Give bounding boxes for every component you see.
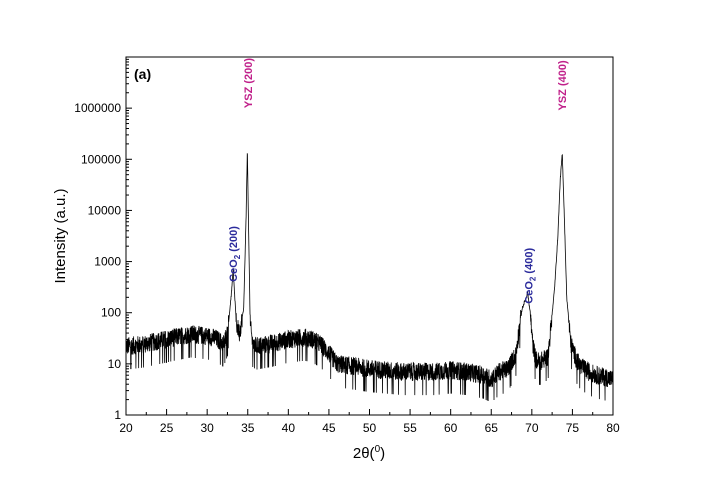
xrd-series-line	[125, 153, 614, 402]
y-tick-label: 10000	[88, 203, 122, 217]
x-tick-label: 30	[200, 421, 214, 435]
x-axis-title-main: 2θ(	[353, 445, 375, 462]
peak-label: YSZ (400)	[557, 60, 569, 110]
x-tick-label: 35	[241, 421, 255, 435]
y-axis: 1 10 100 1000 10000 100000 1000000	[74, 58, 132, 422]
y-tick-label: 10	[108, 357, 122, 371]
y-tick-label: 1000	[94, 255, 121, 269]
x-tick-label: 45	[322, 421, 336, 435]
x-tick-label: 80	[606, 421, 620, 435]
peak-label-after: (200)	[228, 226, 240, 255]
peak-label-sub: 2	[233, 254, 242, 259]
annotation-layer: CeO2 (200)YSZ (200)CeO2 (400)YSZ (400)	[228, 58, 569, 304]
x-tick-label: 40	[282, 421, 296, 435]
peak-label-main: CeO	[524, 281, 536, 304]
y-tick-label: 100000	[81, 152, 121, 166]
peak-label-sub: 2	[529, 276, 538, 281]
x-tick-label: 75	[566, 421, 580, 435]
peak-label: CeO2 (200)	[228, 226, 242, 282]
peak-label: CeO2 (400)	[524, 248, 538, 304]
x-tick-label: 60	[444, 421, 458, 435]
x-tick-label: 50	[363, 421, 377, 435]
peak-label-main: CeO	[228, 259, 240, 282]
x-axis-title-sup: 0	[375, 444, 381, 455]
x-tick-label: 25	[160, 421, 174, 435]
x-tick-label: 55	[403, 421, 417, 435]
x-axis: 20 25 30 35 40 45 50 55 60 65 70 75 80	[119, 409, 620, 435]
y-tick-label: 100	[101, 306, 121, 320]
x-tick-label: 20	[119, 421, 133, 435]
x-axis-title: 2θ(0)	[353, 444, 385, 462]
y-tick-label: 1000000	[74, 101, 121, 115]
series-layer	[125, 153, 614, 402]
panel-label: (a)	[134, 66, 151, 82]
peak-label-main: YSZ (200)	[243, 58, 255, 108]
y-axis-title: Intensity (a.u.)	[52, 188, 69, 283]
peak-label-after: (400)	[524, 248, 536, 277]
peak-label-main: YSZ (400)	[557, 60, 569, 110]
x-axis-title-end: )	[380, 445, 385, 462]
x-tick-label: 65	[485, 421, 499, 435]
peak-label: YSZ (200)	[243, 58, 255, 108]
y-tick-label: 1	[114, 408, 121, 422]
x-tick-label: 70	[525, 421, 539, 435]
